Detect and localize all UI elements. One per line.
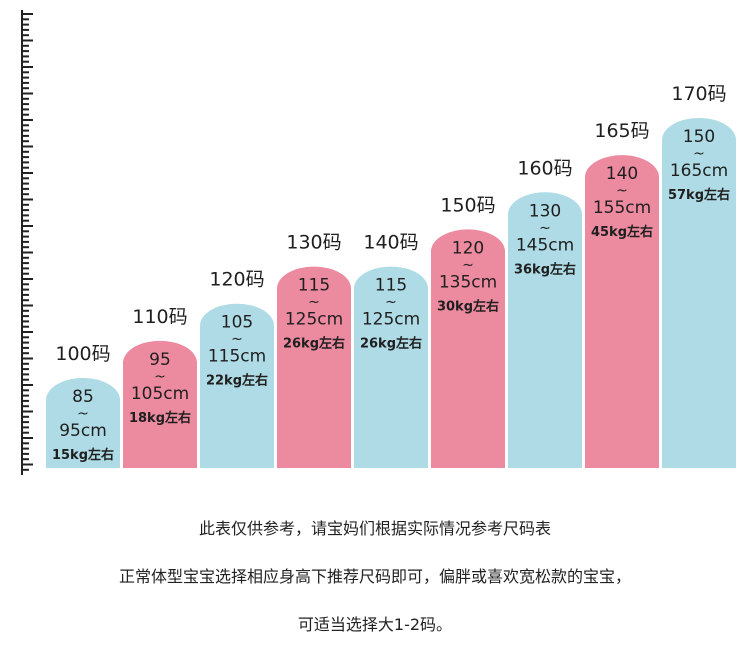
- height-to-label: 165cm: [670, 161, 728, 181]
- weight-label: 26kg左右: [283, 336, 345, 352]
- bar: [200, 303, 274, 468]
- height-from-label: 150: [683, 127, 715, 147]
- ruler: [21, 10, 33, 475]
- bar: [585, 155, 659, 468]
- weight-label: 30kg左右: [437, 298, 499, 314]
- note-line-1: 此表仅供参考，请宝妈们根据实际情况参考尺码表: [198, 519, 551, 538]
- height-tilde-label: ~: [154, 369, 166, 385]
- height-from-label: 130: [529, 201, 561, 221]
- size-chart: 100码85~95cm15kg左右110码95~105cm18kg左右120码1…: [21, 10, 736, 475]
- height-tilde-label: ~: [77, 406, 89, 422]
- bar: [46, 378, 120, 468]
- weight-label: 18kg左右: [129, 410, 191, 426]
- height-tilde-label: ~: [693, 146, 705, 162]
- height-tilde-label: ~: [231, 332, 243, 348]
- bar: [123, 340, 197, 468]
- height-to-label: 125cm: [362, 310, 420, 330]
- note-line-3: 可适当选择大1-2码。: [297, 615, 453, 634]
- bar: [354, 266, 428, 468]
- height-from-label: 95: [149, 350, 171, 370]
- bar-group: 120码 105~115cm 22kg左右: [200, 269, 274, 468]
- height-tilde-label: ~: [462, 257, 474, 273]
- weight-label: 26kg左右: [360, 336, 422, 352]
- size-label: 150码: [440, 194, 495, 216]
- height-to-label: 95cm: [59, 421, 107, 441]
- weight-label: 15kg左右: [52, 447, 114, 463]
- height-to-label: 105cm: [131, 384, 189, 404]
- size-label: 110码: [132, 306, 187, 328]
- weight-label: 57kg左右: [668, 187, 730, 203]
- height-to-label: 145cm: [516, 235, 574, 255]
- bar-group: 140码 115~125cm 26kg左右: [354, 232, 428, 468]
- weight-label: 45kg左右: [591, 224, 653, 240]
- size-label: 140码: [363, 232, 418, 254]
- weight-label: 36kg左右: [514, 261, 576, 277]
- size-label: 170码: [671, 83, 726, 105]
- bar-group: 110码 95~105cm 18kg左右: [123, 306, 197, 468]
- height-tilde-label: ~: [385, 295, 397, 311]
- height-from-label: 115: [298, 276, 330, 296]
- height-tilde-label: ~: [616, 183, 628, 199]
- bar: [508, 192, 582, 469]
- size-label: 100码: [55, 343, 110, 365]
- bar-group: 165码 140~155cm 45kg左右: [585, 120, 659, 468]
- height-from-label: 105: [221, 313, 253, 333]
- note-line-2: 正常体型宝宝选择相应身高下推荐尺码即可，偏胖或喜欢宽松款的宝宝，: [118, 567, 631, 586]
- height-to-label: 115cm: [208, 347, 266, 367]
- height-tilde-label: ~: [308, 295, 320, 311]
- bar: [662, 118, 736, 468]
- size-label: 120码: [209, 269, 264, 291]
- height-from-label: 120: [452, 238, 484, 258]
- bar-group: 150码 120~135cm 30kg左右: [431, 194, 505, 468]
- height-tilde-label: ~: [539, 220, 551, 236]
- height-to-label: 155cm: [593, 198, 651, 218]
- height-from-label: 115: [375, 276, 407, 296]
- height-to-label: 125cm: [285, 310, 343, 330]
- bar-group: 100码 85~95cm 15kg左右: [46, 343, 120, 468]
- size-label: 160码: [517, 157, 572, 179]
- bar: [277, 266, 351, 468]
- bar: [431, 229, 505, 468]
- weight-label: 22kg左右: [206, 373, 268, 389]
- size-label: 130码: [286, 232, 341, 254]
- bar-group: 160码 130~145cm 36kg左右: [508, 157, 582, 469]
- bar-group: 130码 115~125cm 26kg左右: [277, 232, 351, 468]
- height-from-label: 140: [606, 164, 638, 184]
- height-to-label: 135cm: [439, 272, 497, 292]
- height-from-label: 85: [72, 387, 94, 407]
- size-label: 165码: [594, 120, 649, 142]
- bar-group: 170码 150~165cm 57kg左右: [662, 83, 736, 468]
